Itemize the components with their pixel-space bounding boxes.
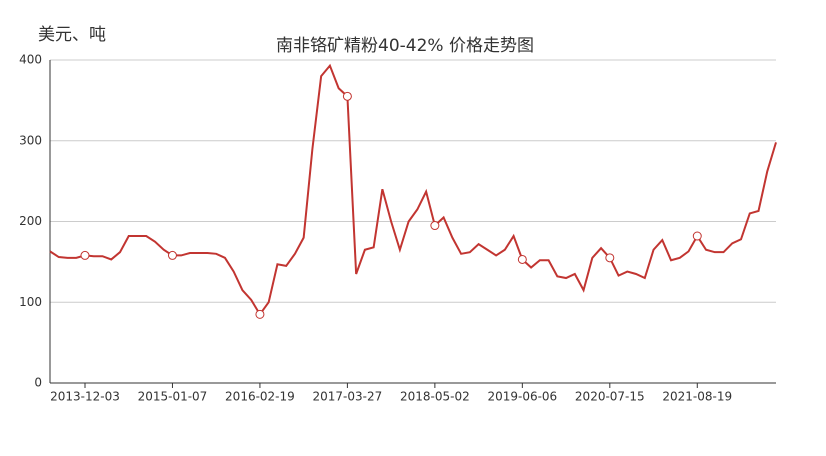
point — [692, 231, 702, 241]
x-tick-label: 2019-06-06 — [487, 390, 557, 404]
line — [49, 63, 777, 317]
x-tick-label: 2017-03-27 — [313, 390, 383, 404]
x-tick-label: 2013-12-03 — [50, 390, 120, 404]
chart-title: 南非铬矿精粉40-42% 价格走势图 — [276, 36, 534, 56]
point — [430, 221, 440, 231]
point — [342, 91, 352, 101]
x-tick-label: 2016-02-19 — [225, 390, 295, 404]
point — [255, 309, 265, 319]
y-tick-label: 200 — [19, 214, 42, 228]
y-axis-label: 美元、吨 — [38, 25, 106, 45]
x-tick-label: 2015-01-07 — [138, 390, 208, 404]
x-tick-label: 2020-07-15 — [575, 390, 645, 404]
point — [80, 250, 90, 260]
y-tick-label: 100 — [19, 295, 42, 309]
y-tick-label: 300 — [19, 133, 42, 147]
x-tick-label: 2018-05-02 — [400, 390, 470, 404]
point — [167, 250, 177, 260]
y-tick-label: 400 — [19, 53, 42, 67]
y-tick-label: 0 — [34, 376, 42, 390]
point — [517, 254, 527, 264]
point — [605, 253, 615, 263]
x-tick-label: 2021-08-19 — [662, 390, 732, 404]
